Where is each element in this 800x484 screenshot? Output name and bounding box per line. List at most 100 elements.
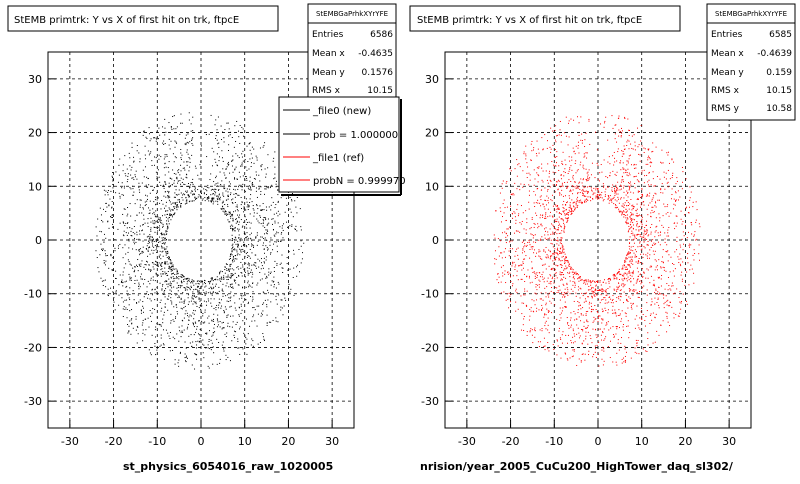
scatter-point: [637, 199, 638, 200]
scatter-point: [129, 297, 130, 298]
scatter-point: [178, 206, 179, 207]
scatter-point: [235, 237, 236, 238]
scatter-point: [640, 283, 641, 284]
scatter-point: [632, 261, 633, 262]
scatter-point: [533, 252, 534, 253]
scatter-point: [241, 204, 242, 205]
scatter-point: [224, 334, 225, 335]
scatter-point: [266, 306, 267, 307]
scatter-point: [184, 168, 185, 169]
scatter-point: [624, 285, 625, 286]
scatter-point: [205, 286, 206, 287]
scatter-point: [194, 193, 195, 194]
scatter-point: [163, 224, 164, 225]
scatter-point: [597, 312, 598, 313]
scatter-point: [137, 327, 138, 328]
scatter-point: [551, 269, 552, 270]
scatter-point: [258, 189, 259, 190]
scatter-point: [556, 287, 557, 288]
scatter-point: [148, 184, 149, 185]
scatter-point: [154, 137, 155, 138]
scatter-point: [110, 254, 111, 255]
scatter-point: [560, 290, 561, 291]
scatter-point: [550, 256, 551, 257]
scatter-point: [584, 187, 585, 188]
scatter-point: [169, 191, 170, 192]
scatter-point: [182, 123, 183, 124]
scatter-point: [153, 253, 154, 254]
scatter-point: [537, 223, 538, 224]
scatter-point: [625, 202, 626, 203]
scatter-point: [100, 278, 101, 279]
scatter-point: [247, 146, 248, 147]
scatter-point: [240, 240, 241, 241]
scatter-point: [693, 283, 694, 284]
scatter-point: [173, 153, 174, 154]
scatter-point: [122, 280, 123, 281]
scatter-point: [574, 206, 575, 207]
scatter-point: [244, 190, 245, 191]
scatter-point: [614, 158, 615, 159]
scatter-point: [242, 259, 243, 260]
scatter-point: [538, 251, 539, 252]
scatter-point: [583, 283, 584, 284]
scatter-point: [174, 180, 175, 181]
scatter-point: [146, 293, 147, 294]
scatter-point: [620, 290, 621, 291]
scatter-point: [568, 265, 569, 266]
scatter-point: [265, 219, 266, 220]
scatter-point: [202, 344, 203, 345]
scatter-point: [226, 200, 227, 201]
scatter-point: [161, 300, 162, 301]
scatter-point: [599, 180, 600, 181]
scatter-point: [178, 276, 179, 277]
scatter-point: [537, 188, 538, 189]
scatter-point: [662, 256, 663, 257]
scatter-point: [254, 265, 255, 266]
scatter-point: [111, 269, 112, 270]
scatter-point: [273, 161, 274, 162]
scatter-point: [201, 303, 202, 304]
scatter-point: [199, 292, 200, 293]
scatter-point: [194, 200, 195, 201]
scatter-point: [256, 171, 257, 172]
scatter-point: [242, 226, 243, 227]
scatter-point: [188, 142, 189, 143]
scatter-point: [633, 176, 634, 177]
scatter-point: [562, 310, 563, 311]
scatter-point: [168, 196, 169, 197]
scatter-point: [560, 300, 561, 301]
scatter-point: [601, 164, 602, 165]
scatter-point: [616, 328, 617, 329]
scatter-point: [647, 230, 648, 231]
scatter-point: [167, 310, 168, 311]
scatter-point: [242, 264, 243, 265]
scatter-point: [230, 266, 231, 267]
scatter-point: [535, 286, 536, 287]
scatter-point: [642, 145, 643, 146]
scatter-point: [164, 208, 165, 209]
scatter-point: [640, 246, 641, 247]
scatter-point: [517, 204, 518, 205]
scatter-point: [162, 319, 163, 320]
scatter-point: [681, 211, 682, 212]
scatter-point: [246, 180, 247, 181]
scatter-point: [596, 188, 597, 189]
scatter-point: [294, 295, 295, 296]
scatter-point: [542, 149, 543, 150]
scatter-point: [206, 301, 207, 302]
scatter-point: [243, 242, 244, 243]
scatter-point: [254, 212, 255, 213]
scatter-point: [186, 143, 187, 144]
scatter-point: [246, 198, 247, 199]
scatter-point: [634, 257, 635, 258]
scatter-point: [588, 325, 589, 326]
scatter-point: [504, 251, 505, 252]
scatter-point: [131, 235, 132, 236]
scatter-point: [593, 291, 594, 292]
scatter-point: [604, 199, 605, 200]
scatter-point: [587, 283, 588, 284]
scatter-point: [139, 284, 140, 285]
scatter-point: [527, 335, 528, 336]
scatter-point: [232, 244, 233, 245]
